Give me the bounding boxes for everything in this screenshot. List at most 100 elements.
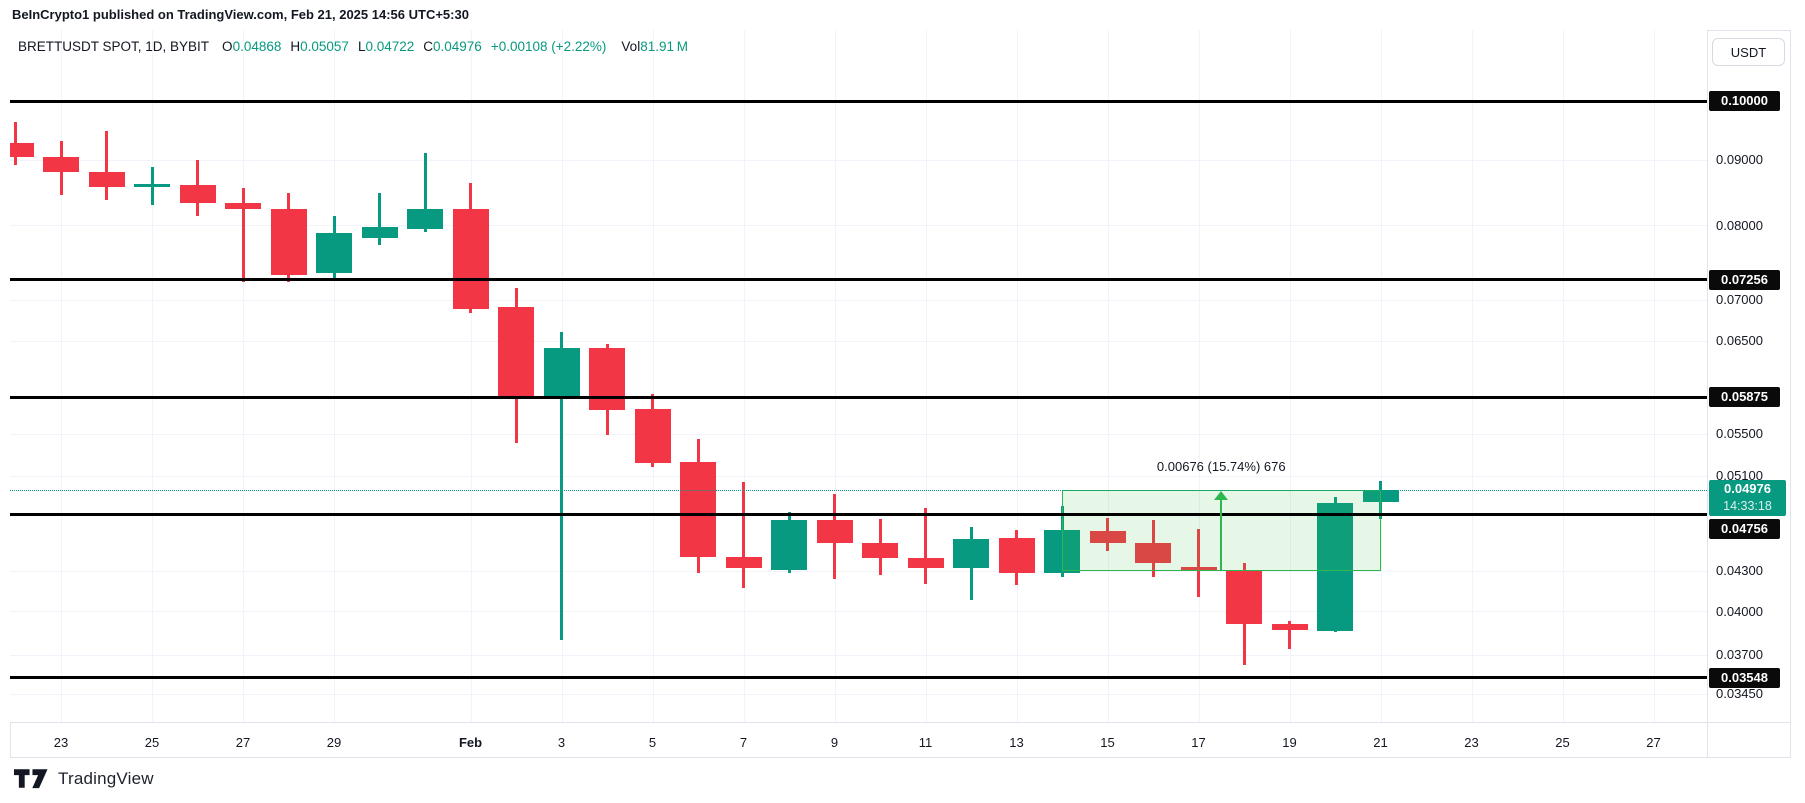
price-level-badge: 0.04756	[1709, 518, 1780, 539]
time-axis-label: 13	[1009, 735, 1024, 750]
candle-wick	[924, 508, 927, 584]
horizontal-gridline	[10, 693, 1707, 695]
time-axis-label: 23	[53, 735, 69, 750]
time-axis-label: 23	[1464, 735, 1479, 750]
vertical-gridline	[1016, 30, 1018, 722]
current-price-badge: 0.04976 14:33:18	[1709, 480, 1786, 517]
vertical-gridline	[334, 30, 335, 722]
vertical-gridline	[743, 30, 745, 722]
vertical-gridline	[152, 30, 153, 722]
price-tick-label: 0.05100	[1716, 468, 1763, 484]
price-level-badge: 0.03548	[1709, 667, 1780, 688]
candle	[816, 520, 853, 544]
plot-area[interactable]: 0.00676 (15.74%) 676	[10, 30, 1707, 722]
price-tick-label: 0.03450	[1716, 686, 1763, 702]
time-axis-label: 27	[235, 735, 251, 750]
current-price-dotted-line	[10, 489, 1707, 491]
candle	[1180, 567, 1217, 571]
vertical-gridline	[1198, 30, 1200, 722]
vertical-gridline	[1289, 30, 1291, 722]
vertical-gridline	[243, 30, 244, 722]
legend-open: O 0.04868	[222, 39, 282, 54]
candle	[953, 539, 989, 569]
horizontal-gridline	[10, 654, 1707, 656]
candle	[634, 409, 671, 463]
candle	[1317, 502, 1353, 631]
time-scale-separator	[10, 722, 1791, 723]
candle	[43, 157, 79, 173]
time-axis-label: Feb	[458, 735, 483, 750]
candle	[1271, 623, 1308, 630]
price-scale-separator	[1707, 30, 1708, 758]
price-level-badge: 0.05875	[1709, 387, 1780, 408]
time-axis-label: 15	[1100, 735, 1115, 750]
time-axis-label: 7	[739, 735, 748, 750]
candle	[862, 543, 898, 559]
measure-label: 0.00676 (15.74%) 676	[1156, 458, 1286, 474]
horizontal-level-line[interactable]	[10, 99, 1707, 103]
vertical-gridline	[1380, 30, 1382, 722]
vertical-gridline	[1471, 30, 1473, 722]
candle-wick	[241, 187, 245, 283]
candle	[680, 461, 716, 557]
candle	[179, 184, 216, 204]
price-tick-label: 0.08000	[1716, 217, 1763, 233]
price-tick-label: 0.04300	[1716, 563, 1763, 579]
candle	[543, 347, 580, 399]
legend-low: L 0.04722	[357, 39, 415, 54]
candle	[407, 209, 443, 230]
candle	[452, 209, 489, 310]
candle-wick	[1288, 620, 1291, 649]
measure-arrow-line	[1220, 497, 1223, 570]
horizontal-gridline	[10, 475, 1707, 477]
vertical-gridline	[470, 30, 472, 722]
candle	[1135, 543, 1171, 564]
legend-symbol[interactable]: BRETTUSDT SPOT, 1D, BYBIT	[18, 39, 210, 54]
horizontal-level-line[interactable]	[10, 676, 1707, 680]
horizontal-level-line[interactable]	[10, 278, 1707, 282]
current-price-value: 0.04976	[1709, 480, 1786, 499]
horizontal-level-line[interactable]	[10, 513, 1707, 517]
price-tick-label: 0.09000	[1716, 152, 1763, 168]
time-axis-label: 19	[1282, 735, 1297, 750]
symbol-legend: BRETTUSDT SPOT, 1D, BYBIT O 0.04868 H 0.05…	[18, 39, 688, 54]
candle	[907, 558, 944, 569]
horizontal-gridline	[10, 611, 1707, 613]
horizontal-gridline	[10, 159, 1707, 161]
vertical-gridline	[652, 30, 654, 722]
time-axis-label: 29	[326, 735, 342, 750]
vertical-gridline	[834, 30, 836, 722]
candle	[88, 172, 125, 187]
price-tick-label: 0.03700	[1716, 647, 1763, 663]
candle	[1226, 570, 1262, 624]
time-axis-label: 25	[1555, 735, 1570, 750]
candle	[1089, 530, 1126, 544]
measure-arrow-head	[1214, 490, 1229, 500]
candle-wick	[423, 152, 427, 233]
legend-volume: Vol 81.91 M	[621, 39, 688, 54]
tradingview-logo-icon[interactable]	[14, 769, 49, 789]
currency-button[interactable]: USDT	[1712, 38, 1785, 66]
vertical-gridline	[1653, 30, 1655, 722]
tradingview-logo-text[interactable]: TradingView	[58, 769, 154, 788]
candle	[134, 184, 170, 187]
time-axis-label: 17	[1191, 735, 1206, 750]
horizontal-level-line[interactable]	[10, 395, 1707, 399]
bar-countdown: 14:33:18	[1709, 498, 1786, 517]
candle-wick	[560, 332, 563, 640]
candle	[10, 143, 34, 158]
legend-close: C 0.04976	[423, 39, 482, 54]
horizontal-gridline	[10, 225, 1707, 227]
price-tick-label: 0.05500	[1716, 426, 1763, 442]
candle	[998, 538, 1035, 574]
horizontal-gridline	[10, 299, 1707, 301]
time-axis-label: 27	[1646, 735, 1661, 750]
candle-wick	[1197, 528, 1200, 598]
price-tick-label: 0.07000	[1716, 292, 1763, 308]
time-axis-label: 11	[918, 735, 933, 750]
legend-high: H 0.05057	[290, 39, 349, 54]
candle	[361, 226, 398, 238]
time-axis-label: 9	[830, 735, 839, 750]
candle	[498, 306, 534, 399]
